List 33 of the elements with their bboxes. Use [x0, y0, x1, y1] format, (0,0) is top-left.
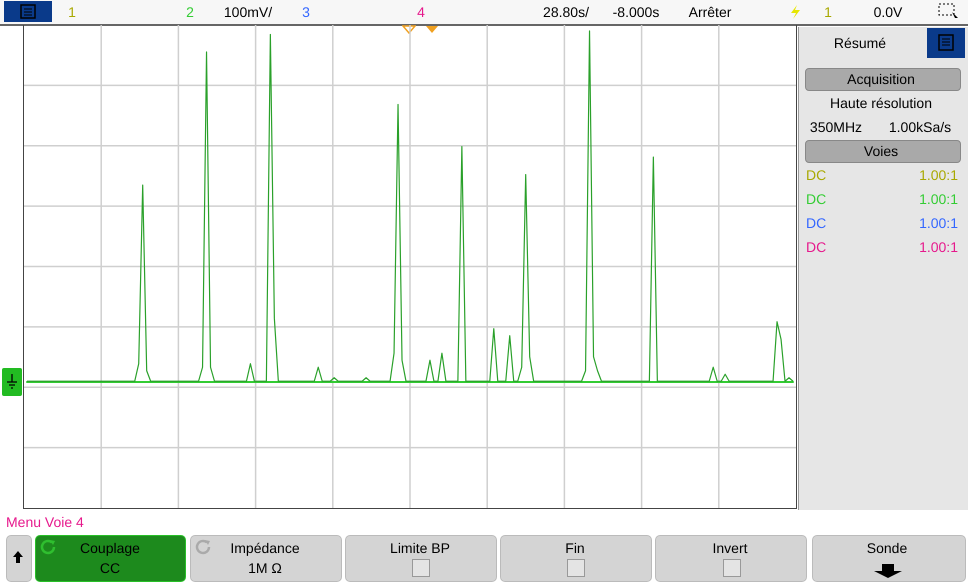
text: 1.00kSa/s — [888, 119, 952, 135]
text: DC — [806, 167, 826, 183]
text: 2 — [186, 4, 194, 20]
text: Fin — [565, 540, 585, 556]
text: 1 — [824, 4, 832, 20]
text: 1M Ω — [248, 560, 282, 576]
text: Voies — [864, 143, 898, 159]
text: 4 — [417, 4, 425, 20]
text: 1.00:1 — [919, 215, 958, 231]
text: 1.00:1 — [919, 191, 958, 207]
text: Haute résolution — [830, 95, 932, 111]
text: Invert — [712, 540, 748, 556]
text: DC — [806, 191, 826, 207]
text: Limite BP — [390, 540, 450, 556]
text: 1.00:1 — [919, 167, 958, 183]
text: 28.80s/ — [543, 4, 589, 20]
text: DC — [806, 215, 826, 231]
text: Sonde — [866, 540, 908, 556]
text: 3 — [302, 4, 310, 20]
text: -8.000s — [612, 4, 660, 20]
text: Acquisition — [847, 71, 915, 87]
text: Couplage — [80, 540, 140, 556]
text: DC — [806, 239, 826, 255]
text: 100mV/ — [224, 4, 272, 20]
text: Arrêter — [688, 4, 732, 20]
text: CC — [100, 560, 120, 576]
text: Menu Voie 4 — [6, 514, 84, 530]
text: Impédance — [230, 540, 300, 556]
text: 1.00:1 — [919, 239, 958, 255]
text: 350MHz — [810, 119, 862, 135]
text: 0.0V — [874, 4, 902, 20]
text: 1 — [68, 4, 76, 20]
text: Résumé — [834, 35, 886, 51]
